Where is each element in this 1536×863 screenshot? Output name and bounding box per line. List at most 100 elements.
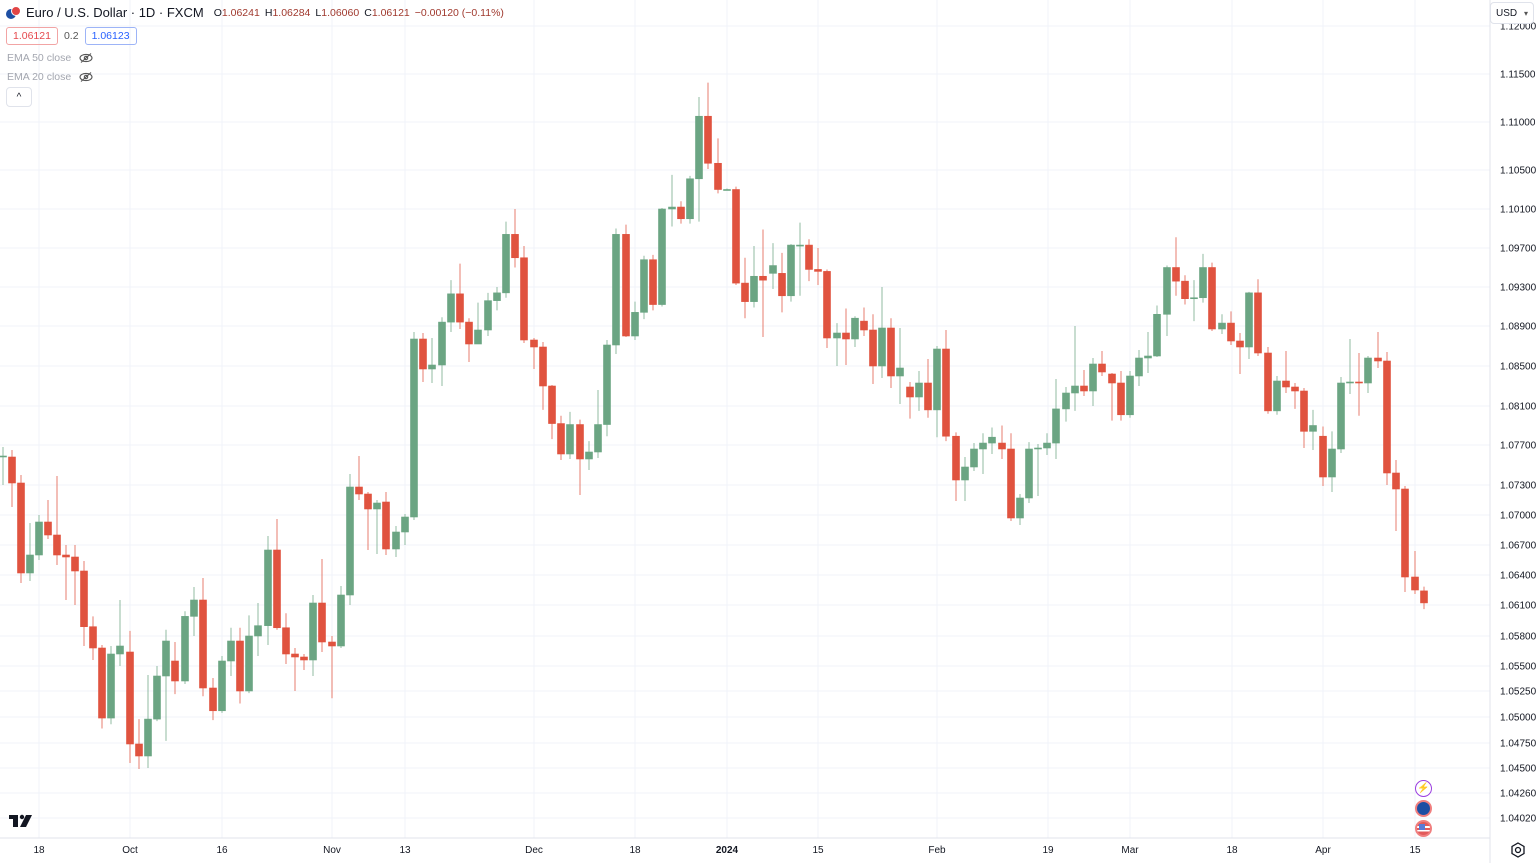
- candle: [677, 201, 685, 224]
- price-tick-label: 1.06100: [1500, 601, 1536, 612]
- candle: [988, 427, 996, 454]
- candle: [1364, 356, 1372, 393]
- time-tick-label: 18: [33, 845, 45, 856]
- symbol-title[interactable]: Euro / U.S. Dollar · 1D · FXCM: [26, 5, 204, 20]
- indicator-ema20[interactable]: EMA 20 close: [7, 71, 93, 83]
- candle: [8, 450, 16, 507]
- candle: [530, 338, 538, 369]
- sell-price-button[interactable]: 1.06121: [6, 27, 58, 45]
- candle: [924, 359, 932, 418]
- tradingview-logo[interactable]: [9, 814, 35, 832]
- candle: [998, 425, 1006, 459]
- time-axis[interactable]: 18 Oct 16 Nov 13 Dec 18 2024 15 Feb 19 Mar 18 Apr 15: [33, 845, 1421, 856]
- candle: [695, 97, 703, 222]
- high-label: H: [264, 6, 273, 19]
- price-tick-label: 1.09700: [1500, 244, 1536, 255]
- candle: [933, 346, 941, 438]
- candle: [245, 615, 253, 694]
- candle: [1374, 332, 1382, 368]
- candle: [0, 447, 7, 485]
- candle: [741, 257, 749, 319]
- open-label: O: [213, 6, 222, 19]
- us-flag-event-icon[interactable]: [1415, 820, 1432, 837]
- price-tick-label: 1.11000: [1500, 118, 1536, 129]
- eu-flag-event-icon[interactable]: [1415, 800, 1432, 817]
- candle: [796, 222, 804, 296]
- candle: [1034, 444, 1042, 496]
- candle: [778, 252, 786, 313]
- candle: [603, 340, 611, 437]
- candle: [1163, 265, 1171, 336]
- candle: [484, 292, 492, 336]
- chevron-down-icon: ▾: [1523, 8, 1528, 18]
- time-tick-label: 18: [1226, 845, 1238, 856]
- candle: [300, 654, 308, 670]
- candle: [373, 500, 381, 554]
- candle: [1273, 376, 1281, 415]
- spread-value: 0.2: [63, 30, 79, 42]
- candle: [1355, 353, 1363, 416]
- price-tick-label: 1.07700: [1500, 441, 1536, 452]
- candle: [1245, 291, 1253, 359]
- candle: [364, 492, 372, 550]
- candle: [1218, 314, 1226, 334]
- candle: [44, 500, 52, 539]
- candle: [769, 243, 777, 289]
- candle: [1135, 350, 1143, 386]
- candle: [594, 390, 602, 458]
- candle: [264, 536, 272, 645]
- candle: [282, 613, 290, 664]
- candle: [1309, 409, 1317, 450]
- chart-settings-icon[interactable]: [1509, 841, 1527, 859]
- collapse-legend-button[interactable]: ^: [6, 87, 32, 107]
- candle: [869, 314, 877, 384]
- price-tick-label: 1.10500: [1500, 166, 1536, 177]
- lightning-event-icon[interactable]: ⚡: [1415, 780, 1432, 797]
- price-axis[interactable]: 1.12000 1.11500 1.11000 1.10500 1.10100 1.097…: [1500, 22, 1536, 825]
- time-tick-label: 13: [399, 845, 411, 856]
- price-tick-label: 1.12000: [1500, 22, 1536, 33]
- candle: [254, 603, 262, 656]
- price-tick-label: 1.05000: [1500, 713, 1536, 724]
- candle: [640, 255, 648, 320]
- candle: [833, 323, 841, 366]
- candle: [649, 254, 657, 311]
- symbol-legend: Euro / U.S. Dollar · 1D · FXCM O1.06241 …: [6, 5, 504, 20]
- trade-prices: 1.06121 0.2 1.06123: [6, 27, 137, 45]
- candle: [1236, 333, 1244, 374]
- price-tick-label: 1.04500: [1500, 764, 1536, 775]
- candle: [502, 221, 510, 298]
- candle: [236, 627, 244, 704]
- candles-layer: [0, 82, 1428, 770]
- candle: [1199, 253, 1207, 303]
- buy-price-button[interactable]: 1.06123: [84, 27, 137, 45]
- eye-off-icon[interactable]: [79, 53, 93, 63]
- candle: [787, 244, 795, 302]
- candle: [171, 642, 179, 695]
- candle: [98, 645, 106, 729]
- candle: [704, 82, 712, 170]
- indicator-ema50[interactable]: EMA 50 close: [7, 52, 93, 64]
- eye-off-icon[interactable]: [79, 72, 93, 82]
- candle: [520, 246, 528, 343]
- candle: [915, 371, 923, 411]
- currency-selector[interactable]: USD ▾: [1490, 2, 1534, 24]
- candle: [438, 317, 446, 386]
- candle: [447, 280, 455, 332]
- time-tick-label: 15: [1409, 845, 1421, 856]
- candle: [1080, 370, 1088, 396]
- time-tick-label: Oct: [122, 845, 138, 856]
- candle: [419, 333, 427, 382]
- candle: [668, 174, 676, 227]
- candle: [1153, 305, 1161, 357]
- price-tick-label: 1.11500: [1500, 70, 1536, 81]
- time-tick-label: Dec: [525, 845, 543, 856]
- candle: [878, 287, 886, 378]
- candle: [750, 246, 758, 308]
- time-tick-label: 15: [812, 845, 824, 856]
- candle: [814, 248, 822, 286]
- time-tick-label: 18: [629, 845, 641, 856]
- candle: [1282, 351, 1290, 393]
- candle: [474, 302, 482, 345]
